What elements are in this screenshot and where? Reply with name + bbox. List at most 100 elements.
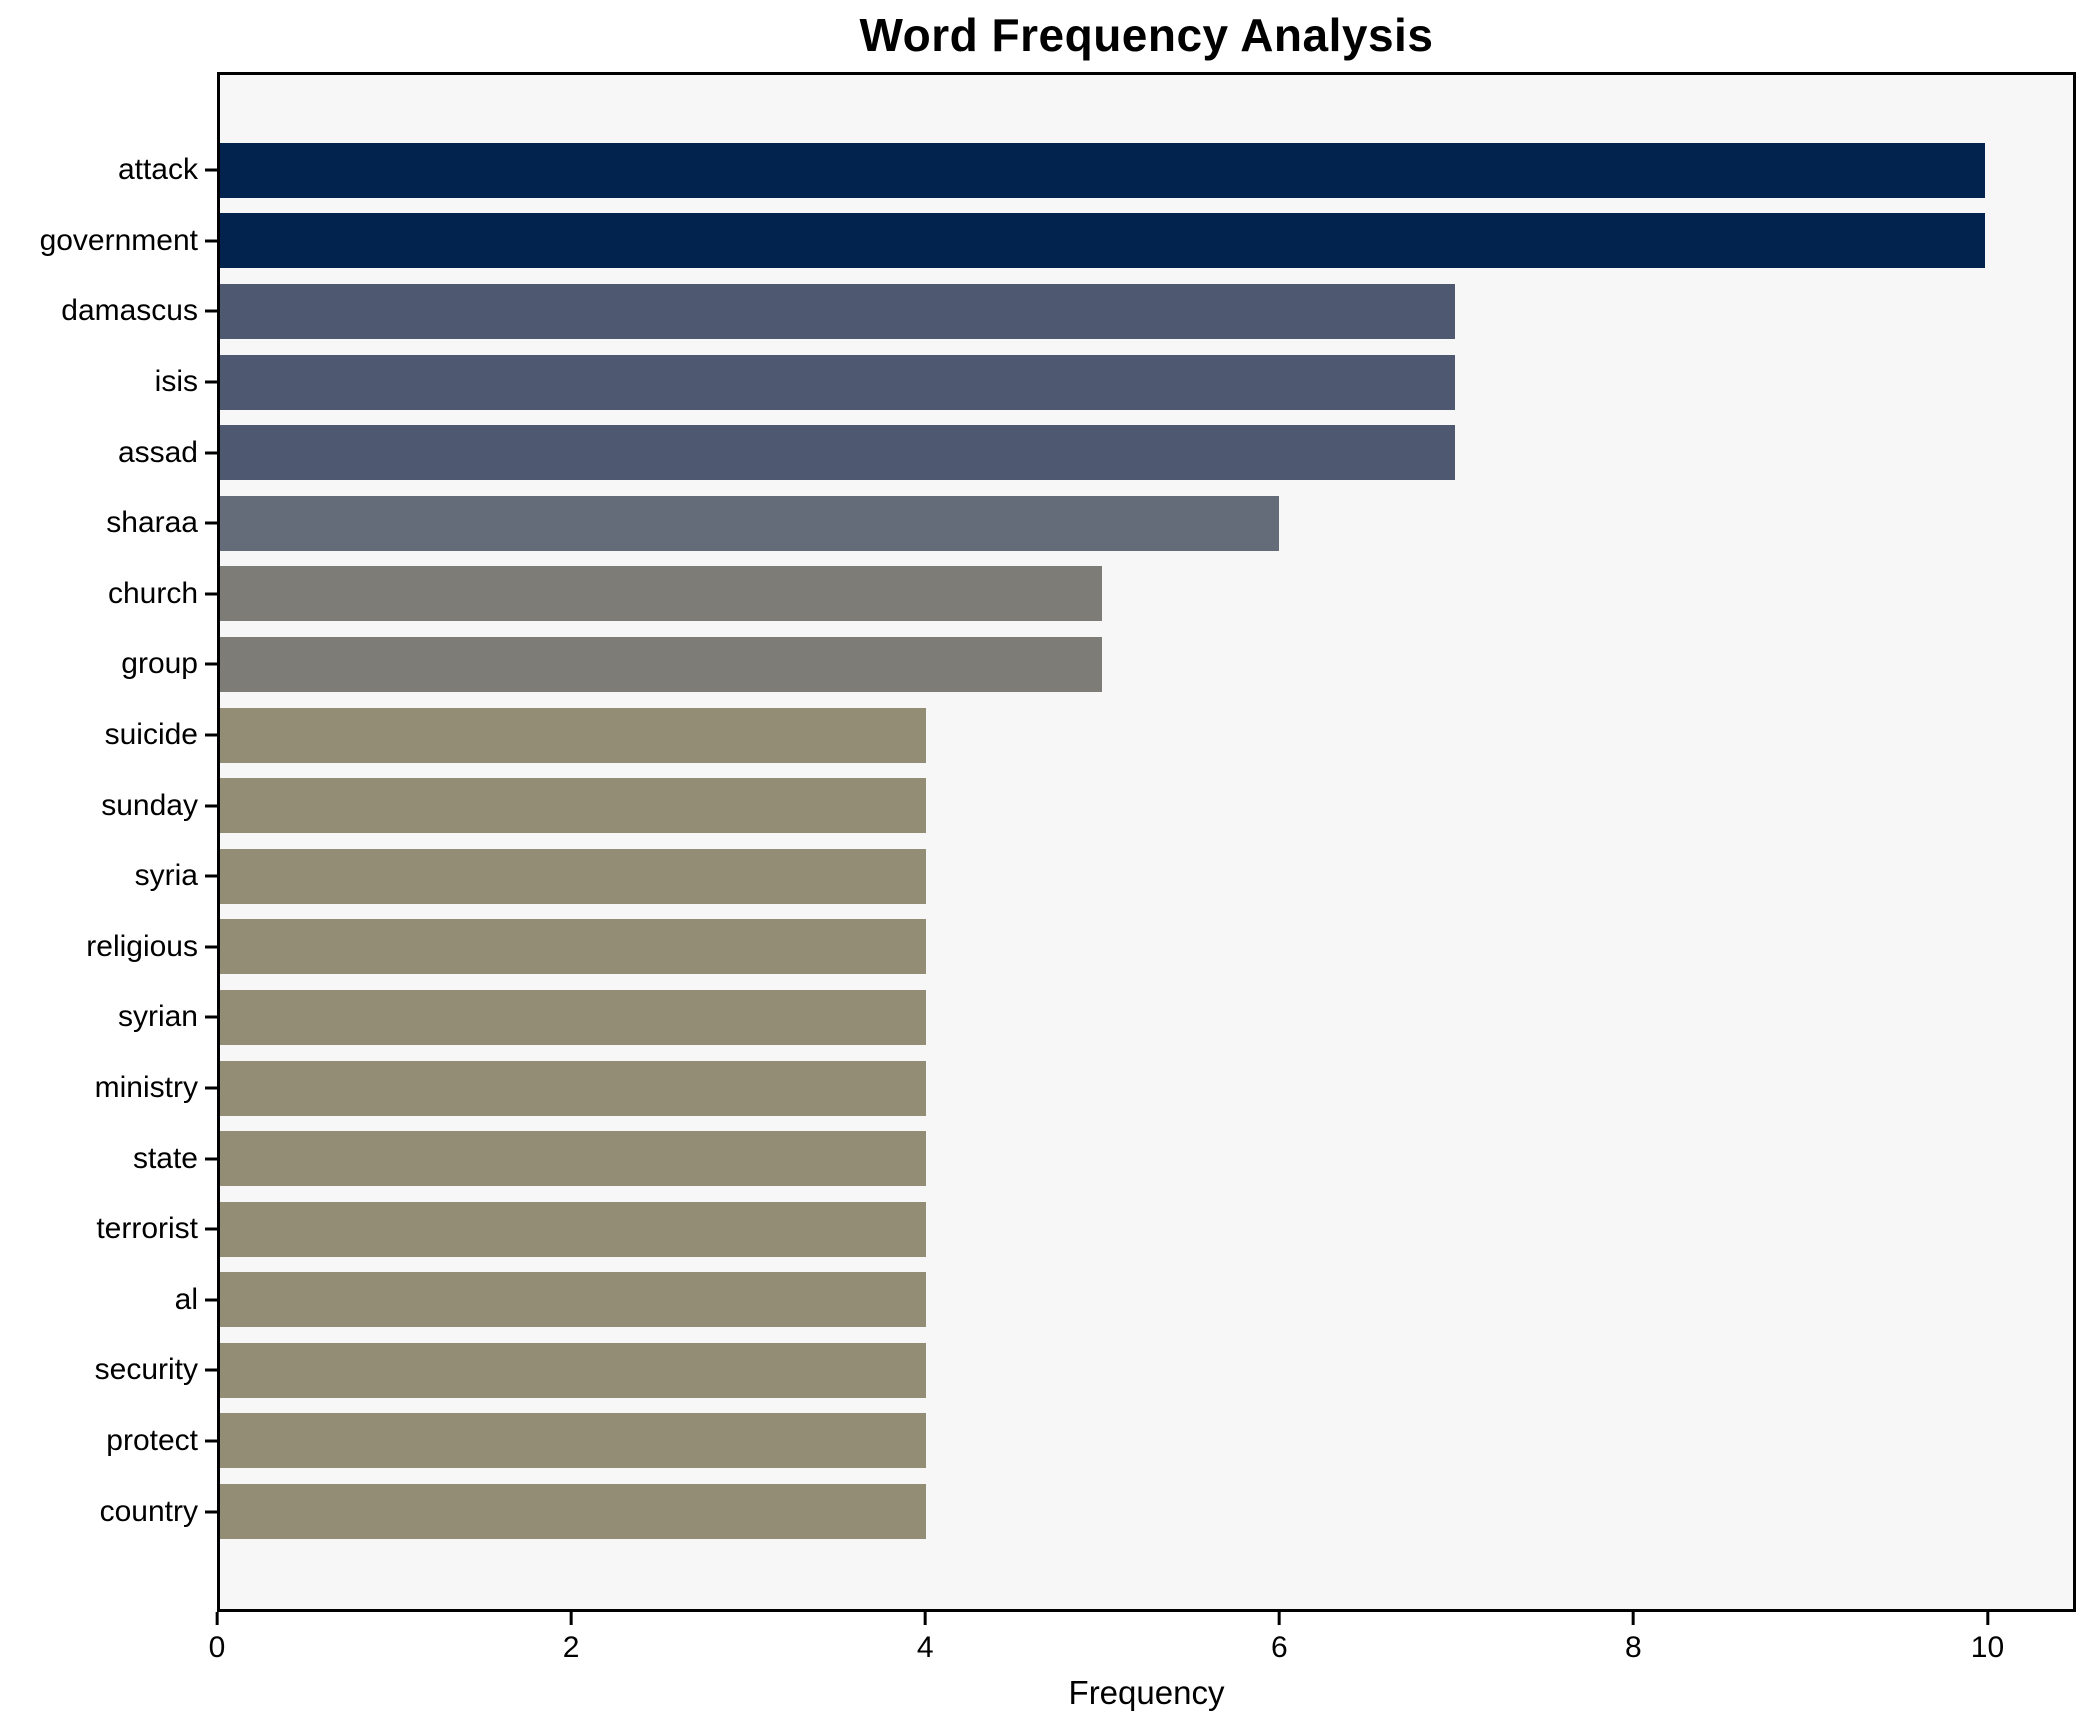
y-tick-label: religious xyxy=(86,929,198,963)
y-tick-label: country xyxy=(99,1494,198,1528)
y-tick-label: damascus xyxy=(61,294,198,328)
y-tick-mark xyxy=(205,380,217,384)
y-tick-label: terrorist xyxy=(96,1212,198,1246)
x-tick-mark xyxy=(215,1612,219,1625)
bar-attack xyxy=(220,142,1985,198)
y-tick-label: assad xyxy=(117,435,198,469)
y-tick-label: church xyxy=(107,576,198,610)
y-tick-mark xyxy=(205,1157,217,1161)
bar-assad xyxy=(220,425,1456,481)
y-tick-label: ministry xyxy=(94,1071,198,1105)
y-tick-label: syria xyxy=(134,859,198,893)
bar-row: sunday xyxy=(101,770,2073,841)
y-tick-label: government xyxy=(39,223,198,257)
y-tick-label: protect xyxy=(106,1423,198,1457)
y-tick-mark xyxy=(205,168,217,172)
bar-row: ministry xyxy=(95,1053,2073,1124)
bar-sharaa xyxy=(220,495,1279,551)
x-tick-label: 8 xyxy=(1625,1631,1642,1664)
bar-state xyxy=(220,1131,926,1187)
bar-row: security xyxy=(95,1335,2073,1406)
x-tick: 10 xyxy=(1971,1612,2004,1665)
bar-row: suicide xyxy=(105,700,2073,771)
bar-suicide xyxy=(220,707,926,763)
bar-row: syrian xyxy=(118,982,2073,1053)
bar-syria xyxy=(220,848,926,904)
bar-sunday xyxy=(220,778,926,834)
bar-row: church xyxy=(108,559,2073,630)
bar-al xyxy=(220,1272,926,1328)
bar-row: country xyxy=(100,1476,2073,1547)
x-tick-mark xyxy=(1277,1612,1281,1625)
x-tick-label: 6 xyxy=(1270,1631,1288,1664)
x-tick: 0 xyxy=(208,1612,226,1665)
y-tick-mark xyxy=(205,945,217,949)
bar-row: group xyxy=(121,629,2073,700)
y-tick-mark xyxy=(205,1510,217,1514)
x-tick-mark xyxy=(569,1612,573,1625)
bar-row: religious xyxy=(86,912,2073,983)
bar-row: attack xyxy=(118,135,2073,206)
bar-group xyxy=(220,636,1103,692)
y-tick-label: state xyxy=(132,1141,198,1175)
bar-row: isis xyxy=(155,347,2073,418)
y-tick-mark xyxy=(205,662,217,666)
y-tick-mark xyxy=(205,1439,217,1443)
y-tick-mark xyxy=(205,239,217,243)
x-tick-mark xyxy=(1631,1612,1635,1625)
bar-row: state xyxy=(133,1123,2073,1194)
y-tick-label: isis xyxy=(154,365,198,399)
x-tick-mark xyxy=(1985,1612,1989,1625)
y-tick-mark xyxy=(205,1368,217,1372)
x-tick-mark xyxy=(923,1612,927,1625)
bar-row: government xyxy=(40,206,2073,277)
x-tick: 8 xyxy=(1625,1612,1642,1665)
x-tick: 6 xyxy=(1271,1612,1288,1665)
x-tick-label: 4 xyxy=(916,1631,934,1664)
bar-row: al xyxy=(175,1265,2073,1336)
bar-isis xyxy=(220,354,1456,410)
bar-row: protect xyxy=(106,1406,2073,1477)
bar-syrian xyxy=(220,989,926,1045)
y-tick-mark xyxy=(205,874,217,878)
bar-government xyxy=(220,213,1985,269)
bar-protect xyxy=(220,1413,926,1469)
y-tick-mark xyxy=(205,1227,217,1231)
y-tick-label: group xyxy=(121,647,198,681)
bar-church xyxy=(220,566,1103,622)
x-tick: 2 xyxy=(562,1612,580,1665)
plot-area: attack government damascus isis assad sharaa c… xyxy=(40,72,2076,1612)
bar-religious xyxy=(220,919,926,975)
x-tick-label: 2 xyxy=(562,1631,580,1664)
x-tick: 4 xyxy=(917,1612,934,1665)
bar-ministry xyxy=(220,1060,926,1116)
y-tick-mark xyxy=(205,733,217,737)
y-tick-mark xyxy=(205,309,217,313)
bar-row: syria xyxy=(135,841,2073,912)
y-tick-label: sharaa xyxy=(106,506,198,540)
bar-security xyxy=(220,1342,926,1398)
bar-row: damascus xyxy=(61,276,2073,347)
y-tick-mark xyxy=(205,592,217,596)
y-tick-label: attack xyxy=(117,153,198,187)
y-tick-mark xyxy=(205,804,217,808)
y-tick-mark xyxy=(205,451,217,455)
y-tick-label: sunday xyxy=(101,788,198,822)
bar-rows: attack government damascus isis assad sharaa c… xyxy=(40,75,2073,1609)
bar-row: assad xyxy=(118,417,2073,488)
y-tick-label: security xyxy=(94,1353,198,1387)
bar-terrorist xyxy=(220,1201,926,1257)
y-tick-label: syrian xyxy=(117,1000,198,1034)
x-tick-label: 10 xyxy=(1970,1631,2005,1664)
y-tick-label: suicide xyxy=(104,718,198,752)
bar-row: sharaa xyxy=(106,488,2073,559)
bar-country xyxy=(220,1484,926,1540)
y-tick-mark xyxy=(205,1086,217,1090)
chart-title: Word Frequency Analysis xyxy=(859,9,1434,61)
y-tick-mark xyxy=(205,1015,217,1019)
x-axis: 0 2 4 6 8 10 xyxy=(209,1612,2076,1672)
y-tick-mark xyxy=(205,521,217,525)
x-axis-label: Frequency xyxy=(1068,1674,1225,1711)
x-tick-label: 0 xyxy=(208,1631,226,1664)
